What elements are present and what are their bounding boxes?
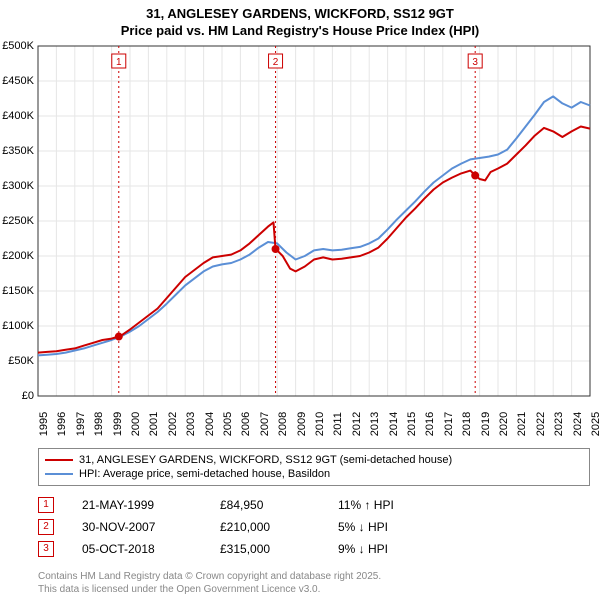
sale-delta: 5% ↓ HPI — [338, 520, 448, 534]
legend: 31, ANGLESEY GARDENS, WICKFORD, SS12 9GT… — [38, 448, 590, 486]
x-tick-label: 2021 — [516, 412, 528, 436]
legend-label: 31, ANGLESEY GARDENS, WICKFORD, SS12 9GT… — [79, 454, 452, 466]
x-tick-label: 1999 — [112, 412, 124, 436]
x-axis: 1995 1996 1997 1998 1999 2000 2001 2002 2003 2004… — [38, 396, 590, 444]
footer-line-1: Contains HM Land Registry data © Crown c… — [38, 570, 590, 583]
sale-date: 30-NOV-2007 — [82, 520, 192, 534]
x-tick-label: 2017 — [443, 412, 455, 436]
x-tick-label: 1997 — [75, 412, 87, 436]
x-tick-label: 2010 — [314, 412, 326, 436]
x-tick-label: 2004 — [204, 412, 216, 436]
sale-marker: 1 — [38, 497, 54, 513]
x-tick-label: 2005 — [222, 412, 234, 436]
legend-row: HPI: Average price, semi-detached house,… — [45, 467, 583, 481]
y-tick-label: £400K — [2, 110, 34, 122]
legend-label: HPI: Average price, semi-detached house,… — [79, 468, 330, 480]
sales-table: 1 21-MAY-1999 £84,950 11% ↑ HPI 2 30-NOV-2007… — [38, 494, 590, 560]
sale-delta: 11% ↑ HPI — [338, 498, 448, 512]
y-tick-label: £50K — [8, 355, 34, 367]
x-tick-label: 2003 — [185, 412, 197, 436]
sale-row: 2 30-NOV-2007 £210,000 5% ↓ HPI — [38, 516, 590, 538]
x-tick-label: 2020 — [498, 412, 510, 436]
x-tick-label: 2002 — [167, 412, 179, 436]
sale-date: 05-OCT-2018 — [82, 542, 192, 556]
title-line-2: Price paid vs. HM Land Registry's House … — [0, 23, 600, 40]
y-tick-label: £0 — [22, 390, 34, 402]
x-tick-label: 2006 — [240, 412, 252, 436]
sale-price: £315,000 — [220, 542, 310, 556]
svg-text:2: 2 — [273, 57, 279, 68]
x-tick-label: 2015 — [406, 412, 418, 436]
x-tick-label: 2014 — [388, 412, 400, 436]
chart-container: 31, ANGLESEY GARDENS, WICKFORD, SS12 9GT… — [0, 0, 600, 596]
footer: Contains HM Land Registry data © Crown c… — [38, 570, 590, 596]
sale-marker: 3 — [38, 541, 54, 557]
x-tick-label: 2022 — [535, 412, 547, 436]
x-tick-label: 2018 — [461, 412, 473, 436]
plot-svg: 1 2 3 — [38, 46, 590, 396]
legend-swatch — [45, 459, 73, 461]
sale-date: 21-MAY-1999 — [82, 498, 192, 512]
y-tick-label: £300K — [2, 180, 34, 192]
y-tick-label: £350K — [2, 145, 34, 157]
y-axis: £0£50K£100K£150K£200K£250K£300K£350K£400… — [0, 46, 36, 396]
y-tick-label: £500K — [2, 40, 34, 52]
x-tick-label: 2009 — [296, 412, 308, 436]
sale-price: £84,950 — [220, 498, 310, 512]
sale-row: 1 21-MAY-1999 £84,950 11% ↑ HPI — [38, 494, 590, 516]
sale-row: 3 05-OCT-2018 £315,000 9% ↓ HPI — [38, 538, 590, 560]
footer-line-2: This data is licensed under the Open Gov… — [38, 583, 590, 596]
legend-swatch — [45, 473, 73, 475]
title-line-1: 31, ANGLESEY GARDENS, WICKFORD, SS12 9GT — [0, 6, 600, 23]
y-tick-label: £150K — [2, 285, 34, 297]
y-tick-label: £250K — [2, 215, 34, 227]
x-tick-label: 2013 — [369, 412, 381, 436]
x-tick-label: 2023 — [553, 412, 565, 436]
x-tick-label: 1996 — [56, 412, 68, 436]
x-tick-label: 2025 — [590, 412, 600, 436]
x-tick-label: 1998 — [93, 412, 105, 436]
x-tick-label: 2000 — [130, 412, 142, 436]
x-tick-label: 2011 — [332, 412, 344, 436]
y-tick-label: £450K — [2, 75, 34, 87]
x-tick-label: 2001 — [148, 412, 160, 436]
y-tick-label: £200K — [2, 250, 34, 262]
svg-text:1: 1 — [116, 57, 122, 68]
y-tick-label: £100K — [2, 320, 34, 332]
sale-marker: 2 — [38, 519, 54, 535]
x-tick-label: 2012 — [351, 412, 363, 436]
chart-titles: 31, ANGLESEY GARDENS, WICKFORD, SS12 9GT… — [0, 0, 600, 40]
sale-delta: 9% ↓ HPI — [338, 542, 448, 556]
x-tick-label: 2007 — [259, 412, 271, 436]
legend-row: 31, ANGLESEY GARDENS, WICKFORD, SS12 9GT… — [45, 453, 583, 467]
plot-area: £0£50K£100K£150K£200K£250K£300K£350K£400… — [38, 46, 590, 396]
x-tick-label: 1995 — [38, 412, 50, 436]
svg-text:3: 3 — [472, 57, 478, 68]
x-tick-label: 2016 — [424, 412, 436, 436]
x-tick-label: 2008 — [277, 412, 289, 436]
sale-price: £210,000 — [220, 520, 310, 534]
x-tick-label: 2019 — [480, 412, 492, 436]
x-tick-label: 2024 — [572, 412, 584, 436]
